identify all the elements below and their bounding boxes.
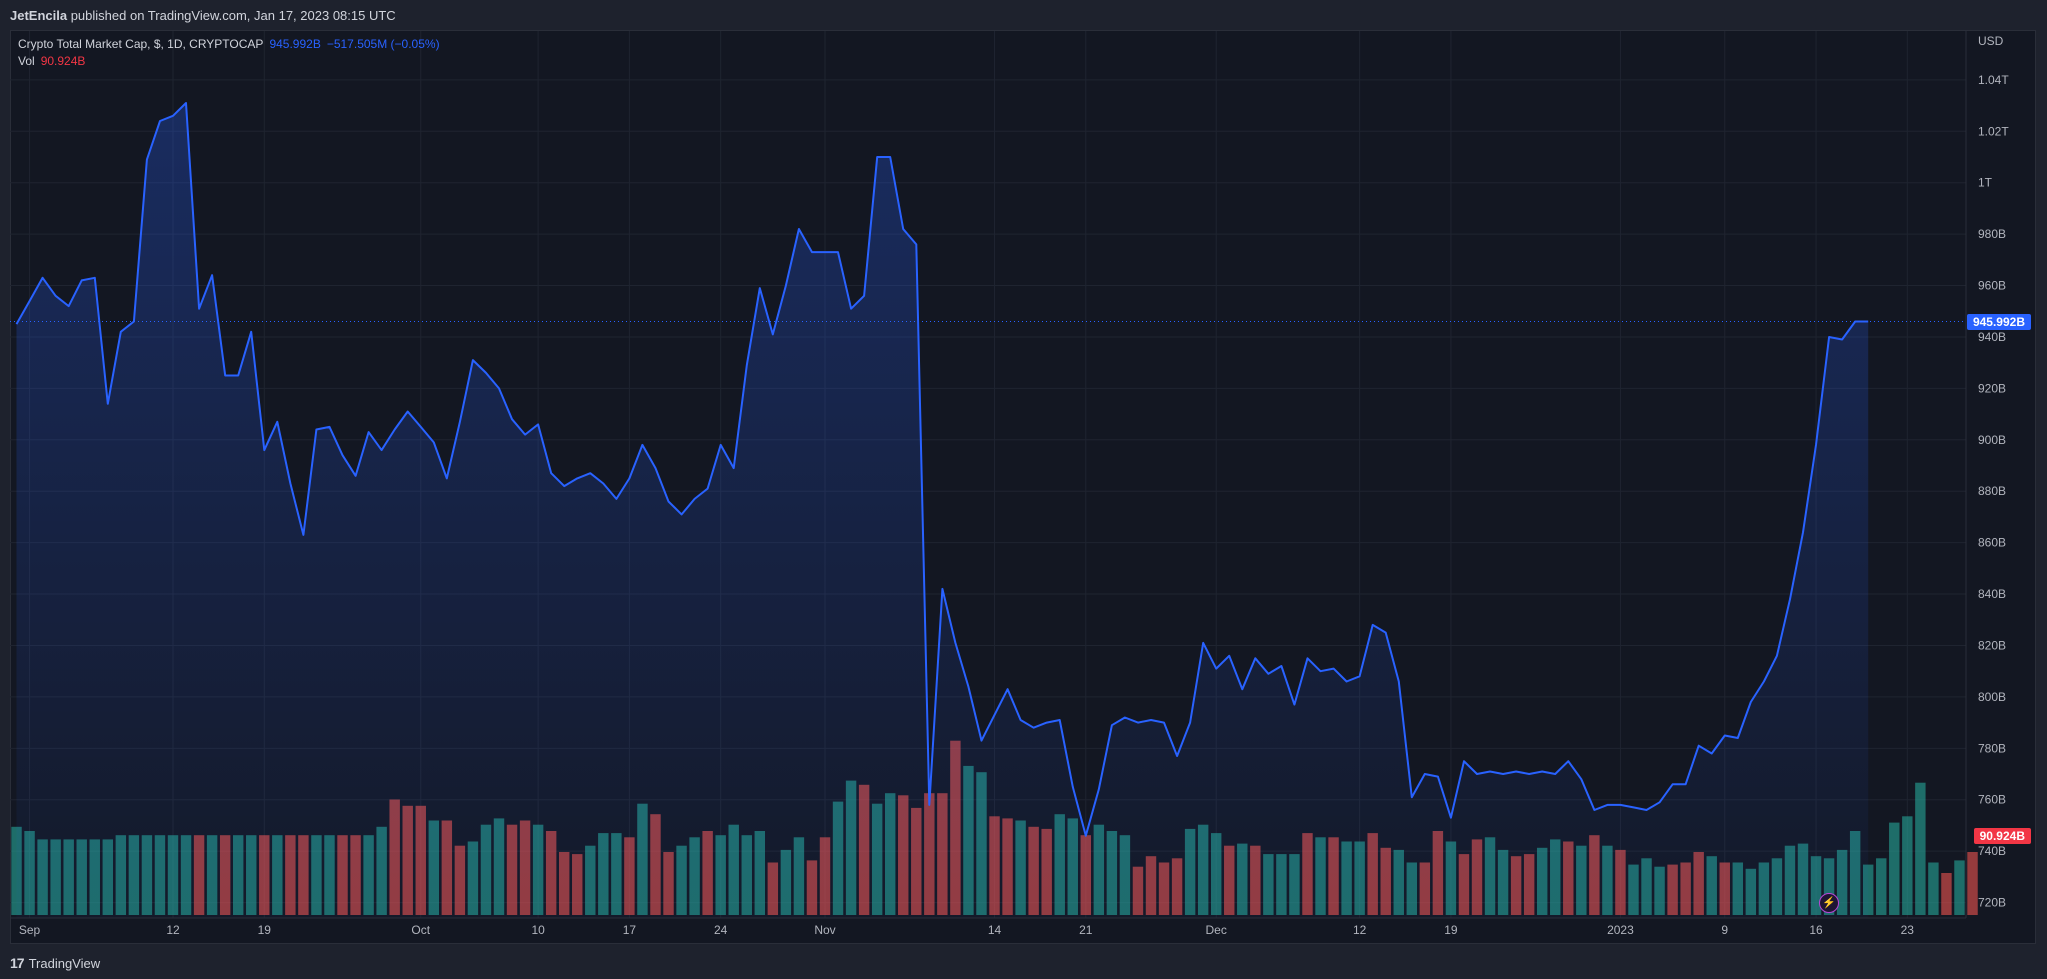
price-tick-label: 800B <box>1978 690 2006 704</box>
price-area <box>10 102 1966 918</box>
time-tick-label: 23 <box>1901 923 1915 937</box>
time-tick-label: 24 <box>714 923 728 937</box>
time-tick-label: Oct <box>411 923 430 937</box>
volume-bar <box>1902 816 1913 915</box>
publication-header: JetEncila published on TradingView.com, … <box>0 0 2047 30</box>
tradingview-brand: TradingView <box>28 955 101 971</box>
volume-bar <box>1889 822 1900 915</box>
volume-bar <box>1928 862 1939 915</box>
price-tick-label: 960B <box>1978 279 2006 293</box>
time-tick-label: 2023 <box>1607 923 1634 937</box>
time-tick-label: 10 <box>531 923 545 937</box>
last-price-tag: 945.992B <box>1966 313 2031 330</box>
symbol-title: Crypto Total Market Cap, $, 1D, CRYPTOCA… <box>18 37 264 51</box>
price-tick-label: 760B <box>1978 793 2006 807</box>
time-tick-label: 12 <box>1353 923 1367 937</box>
time-tick-label: 14 <box>988 923 1002 937</box>
last-volume-tag: 90.924B <box>1973 827 2031 844</box>
volume-value: 90.924B <box>40 54 86 68</box>
symbol-legend-row[interactable]: Crypto Total Market Cap, $, 1D, CRYPTOCA… <box>18 36 446 53</box>
price-tick-label: 740B <box>1978 844 2006 858</box>
change-value: −517.505M (−0.05%) <box>326 37 440 51</box>
time-axis[interactable]: Sep 12 19 Oct 10 17 24 Nov 14 21 Dec 12 19 2023 9 16 23 <box>10 917 1966 937</box>
price-tick-label: 920B <box>1978 381 2006 395</box>
last-value: 945.992B <box>269 37 321 51</box>
time-tick-label: 12 <box>166 923 180 937</box>
lightning-icon[interactable]: ⚡ <box>1819 893 1839 913</box>
time-tick-label: 19 <box>258 923 272 937</box>
time-tick-label: Dec <box>1206 923 1227 937</box>
price-tick-label: 860B <box>1978 536 2006 550</box>
volume-bar <box>1954 860 1965 915</box>
volume-legend-row[interactable]: Vol 90.924B <box>18 53 446 70</box>
time-tick-label: Nov <box>814 923 835 937</box>
price-tick-label: 880B <box>1978 484 2006 498</box>
price-line <box>15 102 1869 837</box>
volume-bar <box>1967 852 1978 915</box>
price-tick-label: 980B <box>1978 227 2006 241</box>
publisher-line: JetEncila published on TradingView.com, … <box>10 8 396 23</box>
price-tick-label: 1.04T <box>1978 73 2009 87</box>
price-tick-label: 940B <box>1978 330 2006 344</box>
time-tick-label: 17 <box>623 923 637 937</box>
time-tick-label: 9 <box>1721 923 1728 937</box>
time-tick-label: 16 <box>1809 923 1823 937</box>
price-tick-label: 720B <box>1978 896 2006 910</box>
price-tick-label: 1T <box>1978 176 1993 190</box>
tradingview-logo[interactable]: 17 TradingView <box>10 955 100 971</box>
volume-bar <box>1941 873 1952 915</box>
price-tick-label: 900B <box>1978 433 2006 447</box>
footer: 17 TradingView <box>0 946 2047 979</box>
chart-legend: Crypto Total Market Cap, $, 1D, CRYPTOCA… <box>18 36 446 70</box>
price-tick-label: 1.02T <box>1978 124 2009 138</box>
publisher-user[interactable]: JetEncila <box>10 8 68 23</box>
volume-bar <box>1915 782 1926 915</box>
tradingview-logo-icon: 17 <box>10 955 25 971</box>
time-tick-label: 21 <box>1079 923 1093 937</box>
time-tick-label: Sep <box>19 923 41 937</box>
price-tick-label: 780B <box>1978 741 2006 755</box>
price-tick-label: 840B <box>1978 587 2006 601</box>
axis-unit-label: USD <box>1978 34 2004 48</box>
time-tick-label: 19 <box>1444 923 1458 937</box>
publisher-text: published on TradingView.com, Jan 17, 20… <box>67 8 396 23</box>
price-axis[interactable]: USD 720B 740B 760B 780B 800B 820B 840B 860B 880B 9… <box>1965 31 2009 918</box>
volume-label: Vol <box>18 54 35 68</box>
volume-bar <box>1876 858 1887 915</box>
price-area-fill <box>16 103 1869 918</box>
price-tick-label: 820B <box>1978 638 2006 652</box>
